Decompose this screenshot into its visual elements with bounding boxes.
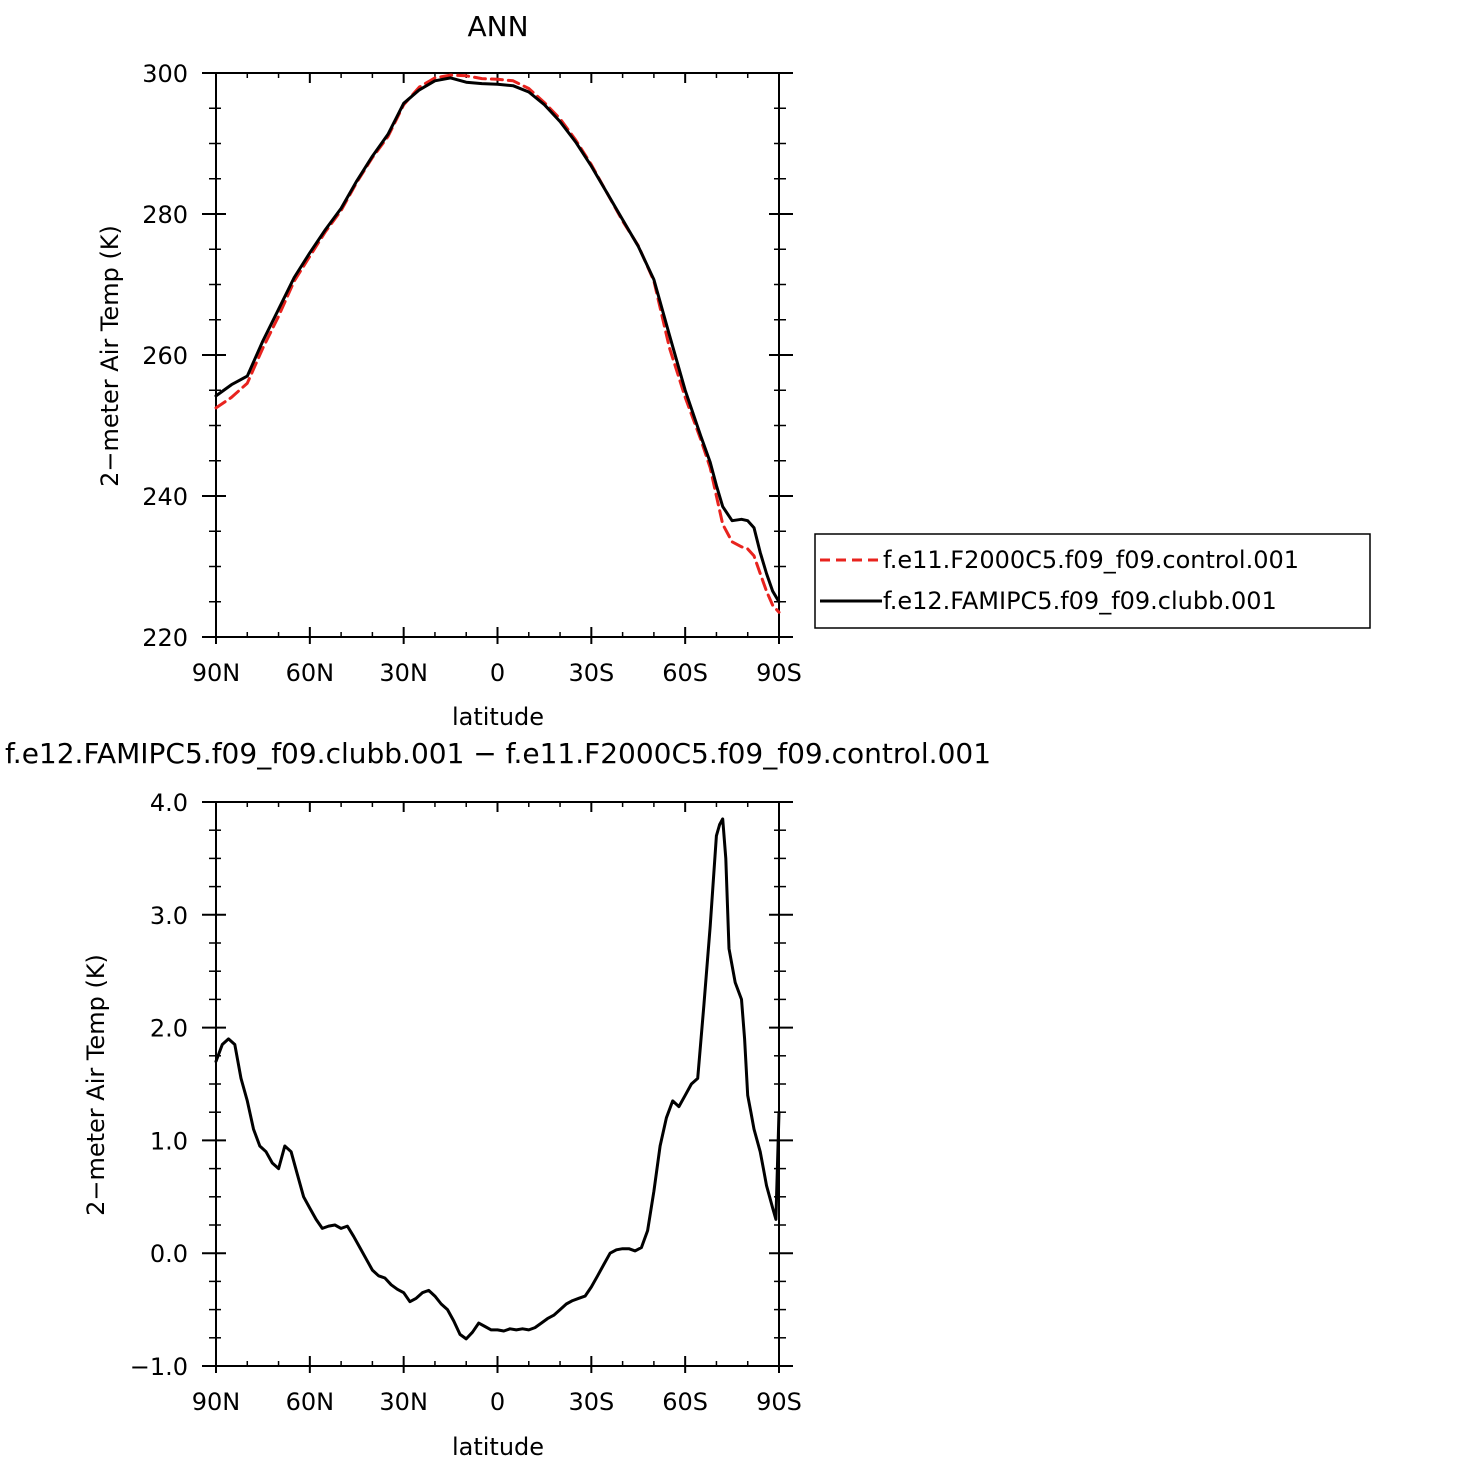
top-x-tick-label: 90N <box>192 659 241 687</box>
top-x-tick-label: 60N <box>286 659 335 687</box>
bottom-x-tick-label: 60S <box>662 1388 708 1416</box>
top-plot-frame <box>215 72 780 638</box>
legend-box <box>814 533 1371 629</box>
bottom-y-tick-label: 0.0 <box>150 1240 188 1268</box>
bottom-y-tick-label: 4.0 <box>150 789 188 817</box>
bottom-x-tick-label: 0 <box>490 1388 505 1416</box>
bottom-y-tick-label: −1.0 <box>130 1353 188 1381</box>
top-y-tick-label: 240 <box>142 483 188 511</box>
top-panel-xlabel: latitude <box>452 703 544 731</box>
bottom-y-tick-label: 3.0 <box>150 902 188 930</box>
bottom-series-line-0 <box>214 817 781 1341</box>
top-series-line-0 <box>214 73 781 614</box>
bottom-panel-xlabel: latitude <box>452 1433 544 1461</box>
bottom-panel-title: f.e12.FAMIPC5.f09_f09.clubb.001 − f.e11.… <box>5 737 991 770</box>
bottom-panel: f.e12.FAMIPC5.f09_f09.clubb.001 − f.e11.… <box>5 737 991 1461</box>
top-y-tick-label: 260 <box>142 342 188 370</box>
top-x-tick-label: 60S <box>662 659 708 687</box>
top-x-tick-label: 30S <box>568 659 614 687</box>
top-y-tick-label: 220 <box>142 624 188 652</box>
legend-label-clubb: f.e12.FAMIPC5.f09_f09.clubb.001 <box>883 587 1277 615</box>
top-y-tick-label: 280 <box>142 201 188 229</box>
top-series-line-1 <box>214 76 781 604</box>
top-x-tick-label: 0 <box>490 659 505 687</box>
top-x-tick-label: 30N <box>379 659 428 687</box>
bottom-x-tick-label: 30S <box>568 1388 614 1416</box>
top-panel-title: ANN <box>467 10 528 43</box>
bottom-panel-ylabel: 2−meter Air Temp (K) <box>82 954 110 1216</box>
top-panel: ANN 2−meter Air Temp (K) latitude 90N 60N… <box>96 10 802 731</box>
bottom-plot-frame <box>215 801 780 1367</box>
bottom-y-tick-label: 2.0 <box>150 1015 188 1043</box>
top-x-tick-label: 90S <box>756 659 802 687</box>
bottom-x-tick-label: 90N <box>192 1388 241 1416</box>
top-y-tick-label: 300 <box>142 60 188 88</box>
top-panel-ylabel: 2−meter Air Temp (K) <box>96 225 124 487</box>
legend-label-control: f.e11.F2000C5.f09_f09.control.001 <box>883 546 1299 574</box>
bottom-y-tick-label: 1.0 <box>150 1127 188 1155</box>
bottom-x-tick-label: 30N <box>379 1388 428 1416</box>
legend: f.e11.F2000C5.f09_f09.control.001 f.e12.… <box>814 533 1371 629</box>
bottom-x-tick-label: 60N <box>286 1388 335 1416</box>
bottom-x-tick-label: 90S <box>756 1388 802 1416</box>
